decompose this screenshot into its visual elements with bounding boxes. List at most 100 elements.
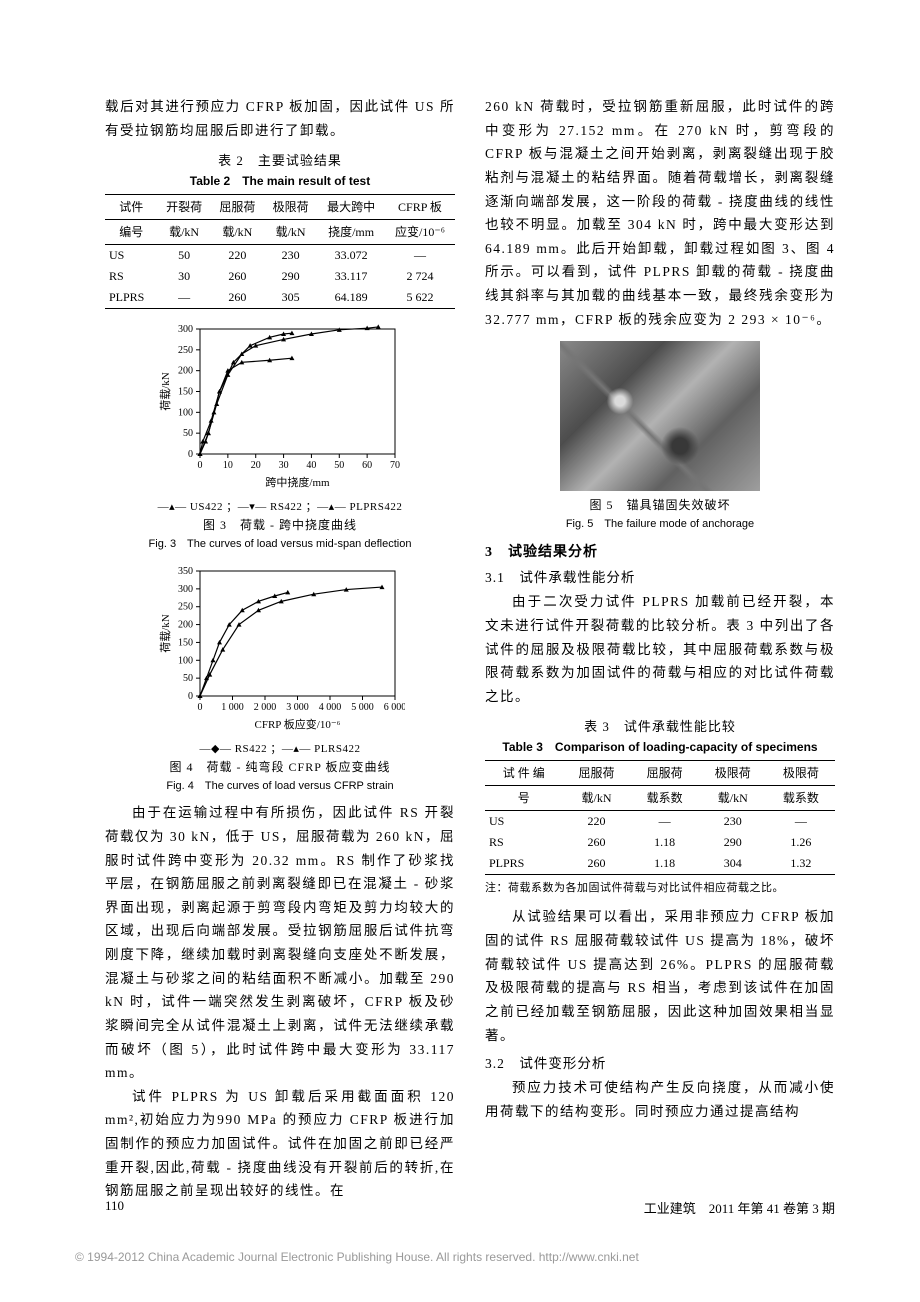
th: 屈服荷 — [631, 761, 699, 786]
table-cell: 220 — [211, 245, 264, 267]
svg-text:0: 0 — [188, 691, 193, 702]
table-cell: 1.18 — [631, 832, 699, 853]
fig5-caption-cn: 图 5 锚具锚固失效破坏 — [485, 496, 835, 513]
intro-text: 载后对其进行预应力 CFRP 板加固，因此试件 US 所有受拉钢筋均屈服后即进行… — [105, 95, 455, 142]
th: 极限荷 — [767, 761, 835, 786]
table-cell: 33.117 — [317, 266, 385, 287]
svg-text:250: 250 — [178, 345, 193, 356]
svg-text:跨中挠度/mm: 跨中挠度/mm — [265, 475, 330, 489]
th: 号 — [485, 786, 562, 811]
table-cell: 64.189 — [317, 287, 385, 309]
svg-text:40: 40 — [306, 460, 316, 471]
table-row: PLPRS—26030564.1895 622 — [105, 287, 455, 309]
th: 载/kN — [699, 786, 767, 811]
th: 载/kN — [157, 220, 210, 245]
svg-text:10: 10 — [223, 460, 233, 471]
section31-heading: 3.1 试件承载性能分析 — [485, 566, 835, 586]
svg-text:300: 300 — [178, 324, 193, 335]
table-cell: — — [631, 811, 699, 833]
svg-text:5 000: 5 000 — [351, 702, 374, 713]
fig4-caption-cn: 图 4 荷载 - 纯弯段 CFRP 板应变曲线 — [105, 758, 455, 775]
fig3-caption-en: Fig. 3 The curves of load versus mid-spa… — [105, 535, 455, 551]
footer: 110 工业建筑 2011 年第 41 卷第 3 期 — [105, 1198, 835, 1217]
svg-text:200: 200 — [178, 620, 193, 631]
table-cell: PLPRS — [485, 853, 562, 875]
table-cell: 2 724 — [385, 266, 455, 287]
table-cell: 304 — [699, 853, 767, 875]
table-row: RS3026029033.1172 724 — [105, 266, 455, 287]
fig4-svg: 01 0002 0003 0004 0005 0006 000050100150… — [155, 561, 405, 731]
table-cell: US — [105, 245, 157, 267]
svg-text:150: 150 — [178, 638, 193, 649]
fig5-image — [560, 341, 760, 491]
table-cell: US — [485, 811, 562, 833]
page-number: 110 — [105, 1198, 124, 1217]
svg-text:荷载/kN: 荷载/kN — [159, 372, 172, 411]
table2-title-en: Table 2 The main result of test — [105, 172, 455, 189]
th: 最大跨中 — [317, 195, 385, 220]
table-cell: — — [385, 245, 455, 267]
table-row: PLPRS2601.183041.32 — [485, 853, 835, 875]
table3: 试 件 编 屈服荷 屈服荷 极限荷 极限荷 号 载/kN 载系数 载/kN 载系… — [485, 760, 835, 875]
right-para4: 预应力技术可使结构产生反向挠度，从而减小使用荷载下的结构变形。同时预应力通过提高… — [485, 1076, 835, 1123]
svg-text:6 000: 6 000 — [384, 702, 405, 713]
fig3-caption-cn: 图 3 荷载 - 跨中挠度曲线 — [105, 516, 455, 533]
copyright: © 1994-2012 China Academic Journal Elect… — [75, 1250, 639, 1264]
table2-title-cn: 表 2 主要试验结果 — [105, 150, 455, 169]
svg-text:300: 300 — [178, 584, 193, 595]
th: 载/kN — [264, 220, 317, 245]
table-cell: 260 — [211, 287, 264, 309]
table-cell: RS — [105, 266, 157, 287]
svg-text:CFRP 板应变/10⁻⁶: CFRP 板应变/10⁻⁶ — [255, 717, 341, 731]
table3-title-en: Table 3 Comparison of loading-capacity o… — [485, 738, 835, 755]
table-cell: 230 — [699, 811, 767, 833]
table-cell: 1.32 — [767, 853, 835, 875]
right-para1: 260 kN 荷载时，受拉钢筋重新屈服，此时试件的跨中变形为 27.152 mm… — [485, 95, 835, 331]
svg-text:100: 100 — [178, 408, 193, 419]
th: 载/kN — [211, 220, 264, 245]
svg-text:50: 50 — [334, 460, 344, 471]
table3-header-row2: 号 载/kN 载系数 载/kN 载系数 — [485, 786, 835, 811]
fig5-caption-en: Fig. 5 The failure mode of anchorage — [485, 515, 835, 531]
th: 载/kN — [562, 786, 630, 811]
fig4-chart: 01 0002 0003 0004 0005 0006 000050100150… — [105, 561, 455, 793]
svg-text:荷载/kN: 荷载/kN — [159, 614, 172, 653]
th: 挠度/mm — [317, 220, 385, 245]
svg-text:70: 70 — [390, 460, 400, 471]
svg-text:1 000: 1 000 — [221, 702, 244, 713]
table3-header-row1: 试 件 编 屈服荷 屈服荷 极限荷 极限荷 — [485, 761, 835, 786]
table-cell: 230 — [264, 245, 317, 267]
left-para2: 试件 PLPRS 为 US 卸载后采用截面面积 120 mm²,初始应力为990… — [105, 1085, 455, 1203]
table-cell: 220 — [562, 811, 630, 833]
fig3-legend: —▴— US422 ；—▾— RS422 ；—▴— PLPRS422 — [105, 498, 455, 514]
table-cell: 260 — [562, 832, 630, 853]
table-cell: PLPRS — [105, 287, 157, 309]
svg-text:0: 0 — [198, 702, 203, 713]
th: 极限荷 — [264, 195, 317, 220]
table2-header-row1: 试件 开裂荷 屈服荷 极限荷 最大跨中 CFRP 板 — [105, 195, 455, 220]
table-cell: 50 — [157, 245, 210, 267]
fig3-svg: 010203040506070050100150200250300跨中挠度/mm… — [155, 319, 405, 489]
journal-info: 工业建筑 2011 年第 41 卷第 3 期 — [644, 1198, 835, 1217]
table-cell: 260 — [211, 266, 264, 287]
table-row: US220—230— — [485, 811, 835, 833]
right-para2: 由于二次受力试件 PLPRS 加载前已经开裂，本文未进行试件开裂荷载的比较分析。… — [485, 590, 835, 708]
table-cell: — — [157, 287, 210, 309]
svg-text:30: 30 — [279, 460, 289, 471]
right-column: 260 kN 荷载时，受拉钢筋重新屈服，此时试件的跨中变形为 27.152 mm… — [485, 95, 835, 1203]
table-cell: 1.26 — [767, 832, 835, 853]
table-cell: 290 — [699, 832, 767, 853]
table-row: RS2601.182901.26 — [485, 832, 835, 853]
svg-text:50: 50 — [183, 428, 193, 439]
th: 应变/10⁻⁶ — [385, 220, 455, 245]
th: 编号 — [105, 220, 157, 245]
table-cell: — — [767, 811, 835, 833]
table2-header-row2: 编号 载/kN 载/kN 载/kN 挠度/mm 应变/10⁻⁶ — [105, 220, 455, 245]
th: 载系数 — [631, 786, 699, 811]
svg-text:0: 0 — [198, 460, 203, 471]
th: 载系数 — [767, 786, 835, 811]
fig3-chart: 010203040506070050100150200250300跨中挠度/mm… — [105, 319, 455, 551]
section32-heading: 3.2 试件变形分析 — [485, 1052, 835, 1072]
th: 极限荷 — [699, 761, 767, 786]
th: 试 件 编 — [485, 761, 562, 786]
